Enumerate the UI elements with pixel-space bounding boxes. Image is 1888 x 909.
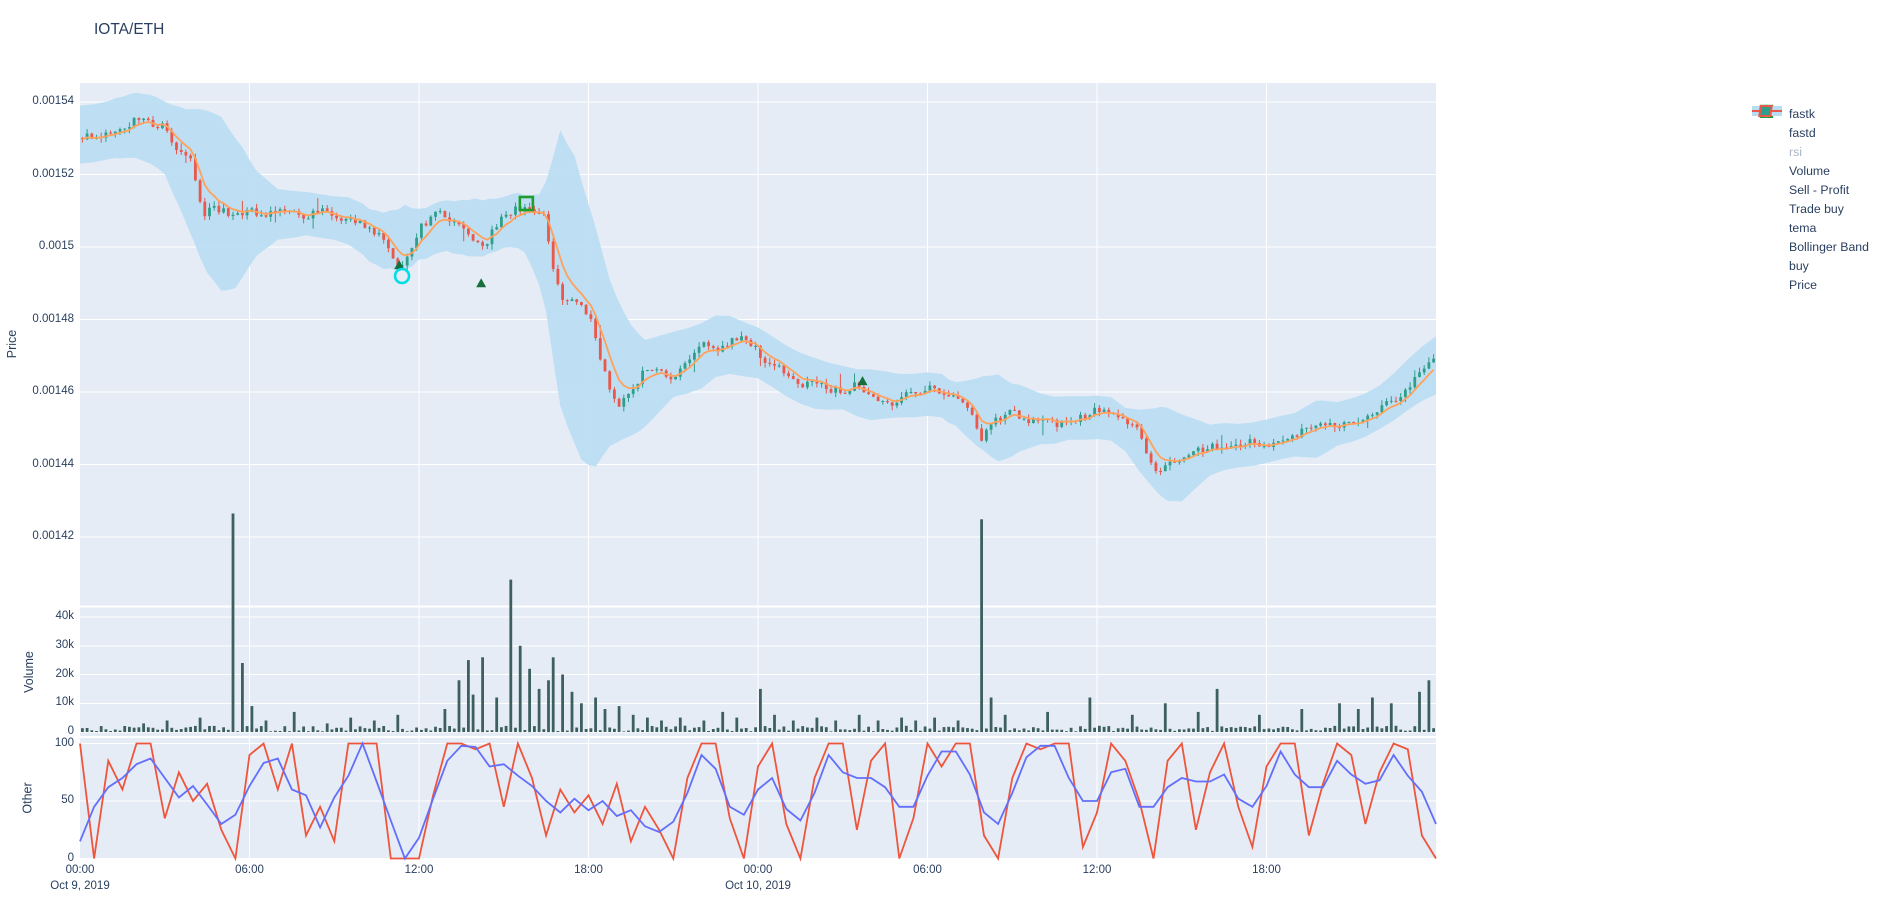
legend-item-bollinger-band[interactable]: Bollinger Band [1752,106,1888,256]
legend-item-label: Price [1789,277,1818,292]
x-tick-label: 00:00 [65,864,95,876]
x-tick-label: 00:00 [743,864,773,876]
legend-item-sell-profit[interactable]: Sell - Profit [1752,104,1888,199]
legend-item-price[interactable]: Price [1752,105,1888,294]
trade-buy-marker-icon [393,267,411,285]
x-tick-label: 06:00 [913,864,942,876]
legend: fastk fastd rsi Volume Sell - Profit Trade bu… [1752,104,1888,294]
other-tick-label: 0 [67,851,74,864]
legend-item-label: Sell - Profit [1789,182,1850,197]
price-tick-label: 0.00154 [32,95,74,107]
x-tick-label: 06:00 [235,864,264,876]
legend-item-buy[interactable]: buy [1752,106,1888,275]
price-tick-label: 0.00146 [32,385,74,397]
volume-tick-label: 10k [55,696,74,709]
tema-line [82,121,1435,463]
price-tick-label: 0.00144 [32,457,74,470]
legend-item-tema[interactable]: tema [1752,109,1888,237]
volume-tick-label: 0 [67,725,74,737]
legend-item-label: fastd [1789,125,1816,140]
legend-item-label: rsi [1789,144,1802,159]
legend-item-rsi[interactable]: rsi [1752,109,1888,161]
bollinger-band [80,92,1436,502]
other-tick-label: 100 [54,736,74,749]
x-tick-label: 18:00 [1252,864,1281,876]
x-tick-label: 12:00 [404,864,434,876]
legend-item-label: buy [1789,258,1809,273]
buy-marker-icon [476,278,487,288]
legend-item-label: tema [1789,220,1817,235]
legend-item-trade-buy[interactable]: Trade buy [1752,104,1888,218]
price-tick-label: 0.00148 [32,312,74,325]
price-tick-label: 0.00152 [32,167,74,180]
price-tick-label: 0.0015 [38,240,74,252]
chart-title: IOTA/ETH [94,21,165,38]
legend-item-label: Bollinger Band [1789,239,1869,254]
price-tick-label: 0.00142 [32,530,74,542]
x-date-label: Oct 10, 2019 [725,880,791,892]
volume-tick-label: 30k [55,638,74,651]
volume-bars [81,513,1435,733]
gridlines [80,83,1436,859]
volume-tick-label: 40k [55,610,74,622]
x-tick-label: 18:00 [574,864,603,876]
other-tick-label: 50 [61,794,74,806]
legend-item-fastd[interactable]: fastd [1752,109,1888,142]
legend-item-label: fastk [1789,106,1815,121]
buy-marker-icon [394,260,405,270]
fastd-line [79,741,1437,861]
buy-marker-icon [857,376,868,386]
volume-tick-label: 20k [55,667,74,680]
x-date-label: Oct 9, 2019 [50,880,110,892]
legend-item-volume[interactable]: Volume [1752,105,1888,180]
fastk-line [79,740,1437,862]
x-tick-label: 12:00 [1082,864,1112,876]
sell-profit-marker-icon [518,195,535,212]
legend-item-label: Volume [1789,163,1831,178]
legend-item-label: Trade buy [1789,201,1844,216]
